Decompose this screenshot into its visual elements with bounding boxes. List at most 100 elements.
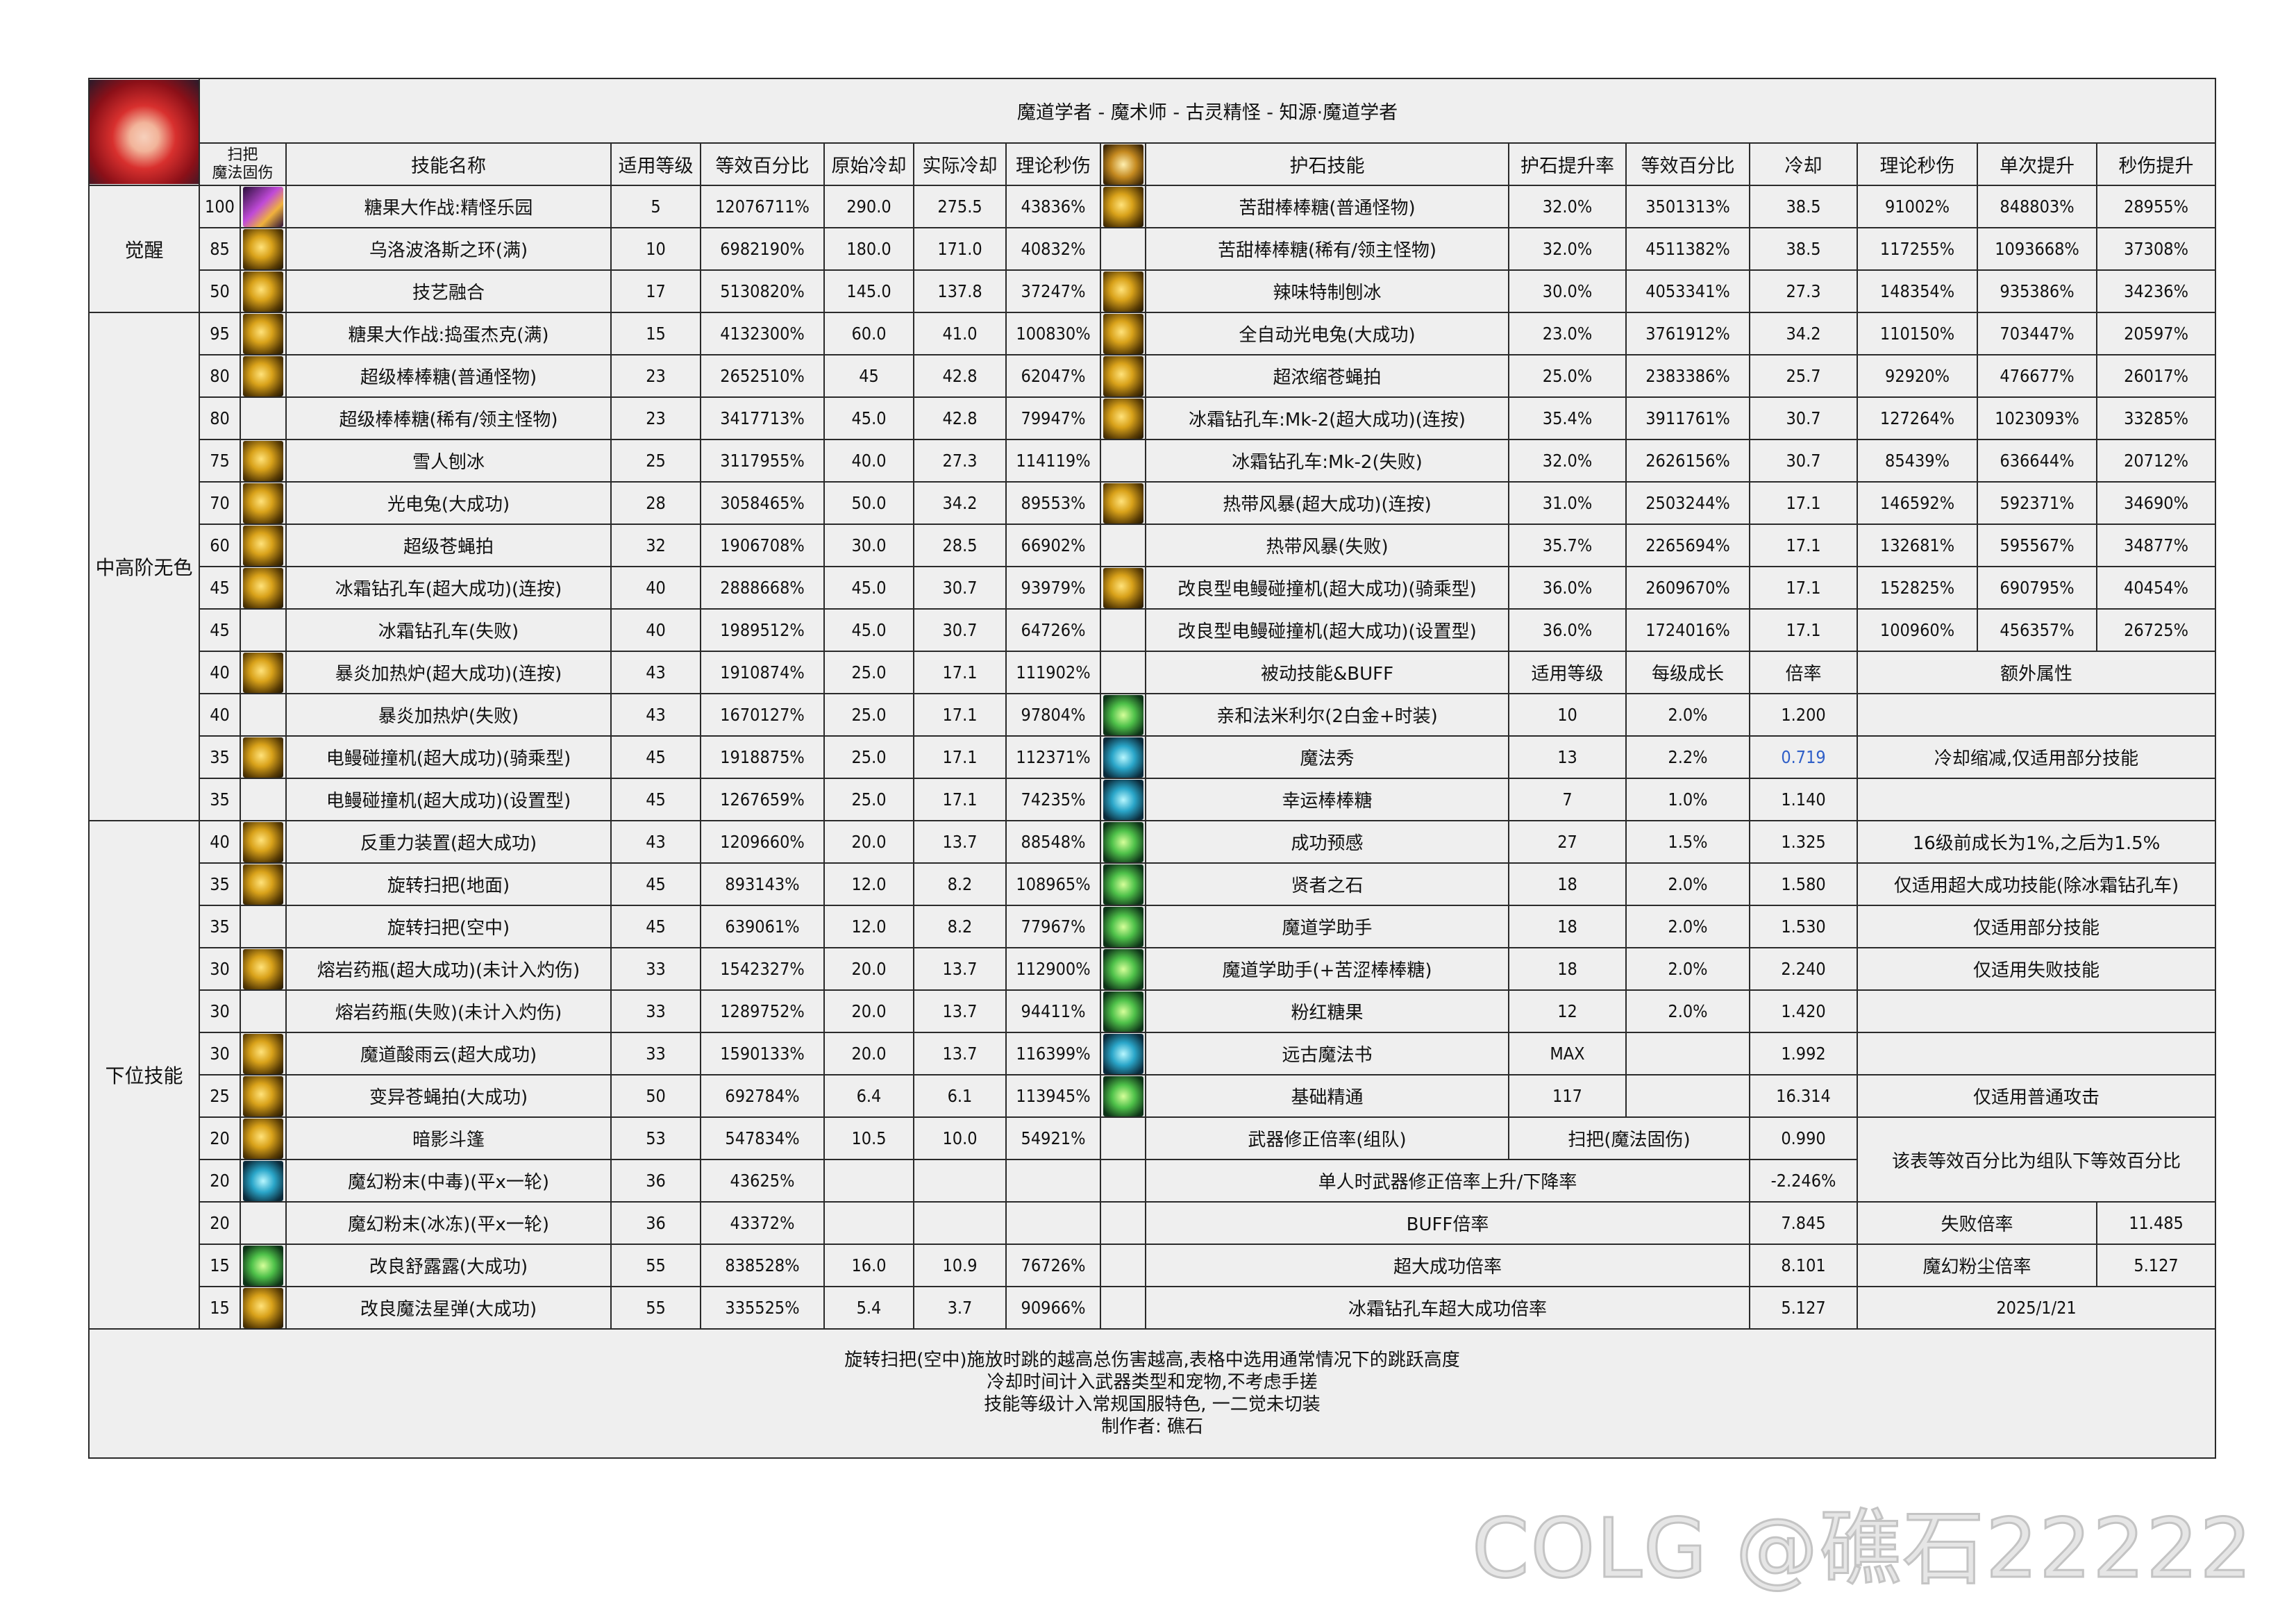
group-label: 下位技能: [88, 820, 200, 1330]
skill-actual-cd: 8.2: [913, 905, 1007, 948]
skill-equiv-pct: 43625%: [700, 1159, 825, 1203]
passive-growth: 2.2%: [1625, 735, 1750, 779]
broom-damage: 40: [199, 820, 241, 864]
skill-icon: [243, 1246, 283, 1285]
blank-icon-cell: [1100, 1159, 1146, 1203]
skill-name: 变异苍蝇拍(大成功): [285, 1074, 612, 1118]
passive-growth: 2.0%: [1625, 862, 1750, 906]
talisman-rate: 35.4%: [1508, 396, 1627, 440]
skill-icon-cell: [240, 1116, 287, 1160]
header-equiv_pct: 等效百分比: [700, 142, 825, 186]
talisman-name: 热带风暴(失败): [1145, 524, 1509, 567]
skill-orig-cd: 6.4: [823, 1074, 914, 1118]
group-label: 觉醒: [88, 185, 200, 313]
skill-level: 43: [610, 651, 701, 694]
broom-damage: 15: [199, 1286, 241, 1330]
solo-rate-value: -2.246%: [1749, 1159, 1858, 1203]
header-orig_cd: 原始冷却: [823, 142, 914, 186]
table-row: 20 暗影斗篷 53 547834% 10.5 10.0 54921% 武器修正倍率(组队) 扫…: [89, 1116, 2217, 1203]
talisman-rate: 36.0%: [1508, 566, 1627, 610]
skill-name: 暴炎加热炉(失败): [285, 693, 612, 737]
skill-name: 冰霜钻孔车(失败): [285, 608, 612, 652]
skill-name: 电鳗碰撞机(超大成功)(骑乘型): [285, 735, 612, 779]
skill-orig-cd: 5.4: [823, 1286, 914, 1330]
skill-name: 熔岩药瓶(失败)(未计入灼伤): [285, 989, 612, 1033]
skill-theory-dps: 88548%: [1005, 820, 1101, 864]
passive-extra: 仅适用超大成功技能(除冰霜钻孔车): [1856, 862, 2217, 906]
talisman-cd: 17.1: [1749, 524, 1858, 567]
skill-actual-cd: 137.8: [913, 269, 1007, 313]
great-rate-label: 超大成功倍率: [1145, 1244, 1750, 1287]
talisman-equiv-pct: 2383386%: [1625, 354, 1750, 398]
skill-level: 33: [610, 1032, 701, 1075]
skill-level: 32: [610, 524, 701, 567]
broom-damage: 45: [199, 566, 241, 610]
skill-level: 36: [610, 1159, 701, 1203]
talisman-single-up: 935386%: [1977, 269, 2097, 313]
skill-equiv-pct: 1590133%: [700, 1032, 825, 1075]
skill-name: 魔道酸雨云(超大成功): [285, 1032, 612, 1075]
skill-orig-cd: 20.0: [823, 989, 914, 1033]
talisman-single-up: 456357%: [1977, 608, 2097, 652]
passive-icon-cell: [1100, 1032, 1146, 1075]
skill-theory-dps: 74235%: [1005, 778, 1101, 821]
page-title: 魔道学者 - 魔术师 - 古灵精怪 - 知源·魔道学者: [198, 78, 2217, 144]
skill-equiv-pct: 3417713%: [700, 396, 825, 440]
skill-theory-dps: 111902%: [1005, 651, 1101, 694]
skill-name: 糖果大作战:捣蛋杰克(满): [285, 312, 612, 355]
skill-equiv-pct: 1910874%: [700, 651, 825, 694]
talisman-theory-dps: 85439%: [1857, 439, 1978, 483]
broom-damage: 30: [199, 947, 241, 991]
skill-level: 28: [610, 481, 701, 525]
passive-rate: 2.240: [1749, 947, 1858, 991]
skill-equiv-pct: 1289752%: [700, 989, 825, 1033]
skill-theory-dps: 77967%: [1005, 905, 1101, 948]
skill-orig-cd: 16.0: [823, 1244, 914, 1287]
fail-rate-label: 失败倍率: [1857, 1201, 2097, 1245]
skill-level: 45: [610, 905, 701, 948]
skill-actual-cd: 30.7: [913, 608, 1007, 652]
talisman-dps-up: 34877%: [2095, 524, 2217, 567]
skill-orig-cd: 45.0: [823, 566, 914, 610]
update-date: 2025/1/21: [1856, 1286, 2217, 1330]
skill-icon-cell: [240, 1032, 287, 1075]
table-row: 80 超级棒棒糖(稀有/领主怪物) 23 3417713% 45.0 42.8 79947%…: [89, 396, 2217, 440]
skill-level: 36: [610, 1201, 701, 1245]
skill-theory-dps: 37247%: [1005, 269, 1101, 313]
skill-icon: [1103, 271, 1143, 311]
talisman-single-up: 1093668%: [1977, 227, 2097, 271]
talisman-icon-cell: [1100, 354, 1146, 398]
skill-theory-dps: 54921%: [1005, 1116, 1101, 1160]
weapon-type: 扫把(魔法固伤): [1508, 1116, 1750, 1160]
skill-name: 改良魔法星弹(大成功): [285, 1286, 612, 1330]
skill-icon: [1103, 864, 1143, 904]
skill-icon: [1103, 483, 1143, 523]
group-label: 中高阶无色: [88, 312, 200, 821]
skill-icon-cell: [240, 354, 287, 398]
skill-name: 糖果大作战:精怪乐园: [285, 185, 612, 228]
passive-growth: 2.0%: [1625, 989, 1750, 1033]
skill-orig-cd: 30.0: [823, 524, 914, 567]
dust-rate-label: 魔幻粉尘倍率: [1857, 1244, 2097, 1287]
skill-equiv-pct: 1989512%: [700, 608, 825, 652]
skill-orig-cd: 25.0: [823, 693, 914, 737]
skill-level: 23: [610, 396, 701, 440]
talisman-theory-dps: 148354%: [1857, 269, 1978, 313]
skill-level: 43: [610, 693, 701, 737]
table-row: 35 电鳗碰撞机(超大成功)(设置型) 45 1267659% 25.0 17.1 7423…: [89, 778, 2217, 821]
passive-extra: [1856, 693, 2217, 737]
talisman-theory-dps: 100960%: [1857, 608, 1978, 652]
passive-rate: 1.530: [1749, 905, 1858, 948]
passive-header-icon: [1100, 651, 1146, 694]
header-actual_cd: 实际冷却: [913, 142, 1007, 186]
talisman-equiv-pct: 2503244%: [1625, 481, 1750, 525]
skill-actual-cd: 13.7: [913, 947, 1007, 991]
skill-theory-dps: 112371%: [1005, 735, 1101, 779]
table-row: 觉醒 100 糖果大作战:精怪乐园 5 12076711% 290.0 275.5 43836…: [88, 185, 2217, 313]
skill-actual-cd: 275.5: [913, 185, 1007, 228]
skill-actual-cd: 17.1: [913, 693, 1007, 737]
skill-icon: [243, 568, 283, 608]
footer-notes: 旋转扫把(空中)施放时跳的越高总伤害越高,表格中选用通常情况下的跳跃高度 冷却时间…: [87, 1328, 2217, 1459]
passive-icon-cell: [1100, 693, 1146, 737]
skill-icon: [1103, 991, 1143, 1031]
